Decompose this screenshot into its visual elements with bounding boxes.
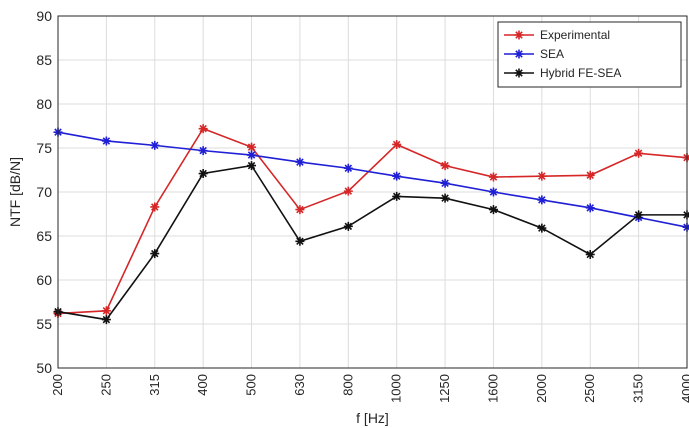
x-tick-label: 400 xyxy=(195,374,210,396)
data-point-hybrid-fe-sea xyxy=(634,210,644,220)
y-tick-label: 55 xyxy=(36,316,52,332)
data-point-hybrid-fe-sea xyxy=(343,221,353,231)
data-point-experimental xyxy=(247,142,257,152)
legend-label-sea: SEA xyxy=(540,47,564,61)
data-point-hybrid-fe-sea xyxy=(440,193,450,203)
x-tick-label: 200 xyxy=(50,374,65,396)
data-point-hybrid-fe-sea xyxy=(198,169,208,179)
data-point-hybrid-fe-sea xyxy=(101,315,111,325)
data-point-experimental xyxy=(488,172,498,182)
y-tick-label: 50 xyxy=(36,360,52,376)
data-point-sea xyxy=(150,140,160,150)
data-point-sea xyxy=(440,178,450,188)
data-point-experimental xyxy=(440,161,450,171)
legend-marker-hybrid-fe-sea xyxy=(514,68,524,78)
x-tick-label: 4000 xyxy=(679,374,689,403)
data-point-hybrid-fe-sea xyxy=(585,249,595,259)
data-point-sea xyxy=(537,195,547,205)
legend-label-experimental: Experimental xyxy=(540,28,610,42)
data-point-sea xyxy=(247,150,257,160)
x-tick-label: 500 xyxy=(244,374,259,396)
x-tick-label: 1000 xyxy=(389,374,404,403)
data-point-hybrid-fe-sea xyxy=(537,223,547,233)
series-line-hybrid-fe-sea xyxy=(57,164,687,321)
data-point-sea xyxy=(488,187,498,197)
y-axis-ticks: 50 55 60 65 70 75 80 85 90 xyxy=(36,8,52,376)
y-tick-label: 65 xyxy=(36,228,52,244)
legend: Experimental SEA Hybrid FE-SEA xyxy=(497,21,682,88)
y-tick-label: 60 xyxy=(36,272,52,288)
x-tick-label: 800 xyxy=(340,374,355,396)
series-layer xyxy=(53,124,689,325)
x-axis-label: f [Hz] xyxy=(356,410,389,426)
legend-label-hybrid-fe-sea: Hybrid FE-SEA xyxy=(540,66,621,80)
data-point-experimental xyxy=(198,124,208,134)
data-point-experimental xyxy=(101,306,111,316)
y-tick-label: 85 xyxy=(36,52,52,68)
data-point-experimental xyxy=(295,205,305,215)
data-point-experimental xyxy=(392,139,402,149)
data-point-hybrid-fe-sea xyxy=(488,205,498,215)
data-point-hybrid-fe-sea xyxy=(392,191,402,201)
data-point-sea xyxy=(101,136,111,146)
y-tick-label: 90 xyxy=(36,8,52,24)
plot-frame xyxy=(57,15,688,369)
data-point-sea xyxy=(343,163,353,173)
x-tick-label: 2500 xyxy=(582,374,597,403)
data-point-experimental xyxy=(585,170,595,180)
data-point-hybrid-fe-sea xyxy=(295,236,305,246)
x-axis-ticks: 200 250 315 400 500 630 800 1000 1250 1600 2000 250… xyxy=(50,374,689,403)
x-tick-label: 315 xyxy=(147,374,162,396)
data-point-experimental xyxy=(537,171,547,181)
legend-marker-sea xyxy=(514,49,524,59)
data-point-sea xyxy=(295,157,305,167)
data-point-experimental xyxy=(343,186,353,196)
data-point-sea xyxy=(392,171,402,181)
data-point-sea xyxy=(198,146,208,156)
y-tick-label: 70 xyxy=(36,184,52,200)
x-tick-label: 250 xyxy=(98,374,113,396)
x-tick-label: 630 xyxy=(292,374,307,396)
x-tick-label: 3150 xyxy=(631,374,646,403)
series-line-experimental xyxy=(57,127,688,315)
y-tick-label: 75 xyxy=(36,140,52,156)
x-tick-label: 1600 xyxy=(485,374,500,403)
data-point-experimental xyxy=(150,202,160,212)
y-axis-label: NTF [dB/N] xyxy=(7,157,23,227)
series-line-sea xyxy=(57,131,688,228)
data-point-sea xyxy=(585,203,595,213)
data-point-hybrid-fe-sea xyxy=(150,249,160,259)
y-tick-label: 80 xyxy=(36,96,52,112)
data-point-hybrid-fe-sea xyxy=(247,161,257,171)
x-tick-label: 2000 xyxy=(534,374,549,403)
legend-marker-experimental xyxy=(514,30,524,40)
x-tick-label: 1250 xyxy=(437,374,452,403)
data-point-experimental xyxy=(634,148,644,158)
